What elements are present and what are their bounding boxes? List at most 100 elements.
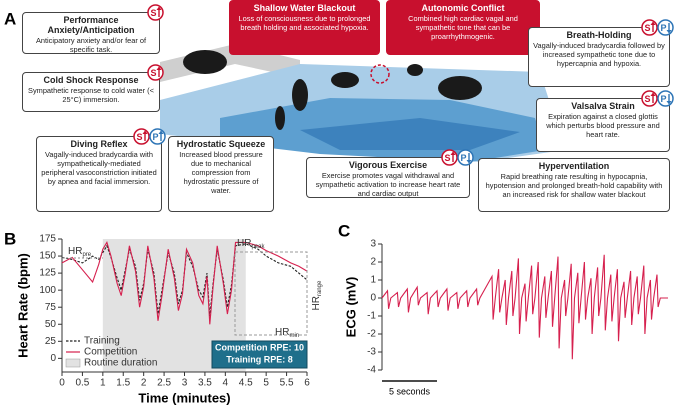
box-title: Valsalva Strain (571, 101, 635, 111)
x-tick-label: 1 (100, 378, 106, 389)
annotation: HRpeak (237, 238, 265, 250)
note-text: Training RPE: 8 (226, 354, 293, 364)
box-text: Vagally-induced bradycardia with sympath… (41, 150, 157, 186)
box-title: Cold Shock Response (43, 75, 139, 85)
x-tick-label: 2.5 (157, 378, 171, 389)
legend-label: Competition (84, 347, 137, 358)
box-title: Diving Reflex (70, 139, 128, 149)
annotation-main: HR (68, 246, 82, 257)
box-text: Rapid breathing rate resulting in hypoca… (485, 172, 663, 199)
badge-arrowhead (156, 6, 162, 10)
box-text: Vagally-induced bradycardia followed by … (533, 41, 665, 68)
y-tick-label: 3 (370, 239, 376, 250)
box-text: Expiration against a closed glottis whic… (546, 112, 660, 139)
y-tick-label: -2 (367, 329, 376, 340)
badge-arrowhead (142, 130, 148, 134)
info-box: Performance Anxiety/Anticipation Anticipa… (22, 4, 164, 54)
panel-label: B (4, 229, 16, 248)
x-tick-label: 3 (182, 378, 188, 389)
badge: P (149, 128, 166, 145)
badge-letter: S (644, 94, 650, 104)
silhouettes (183, 50, 482, 130)
y-tick-label: 0 (50, 353, 56, 364)
box-text: Combined high cardiac vagal and sympathe… (408, 14, 518, 41)
badge-letter: S (136, 132, 142, 142)
badge-arrowhead (650, 92, 656, 96)
panel-label: A (4, 9, 16, 28)
range-box (234, 251, 308, 336)
data-line (61, 241, 308, 325)
annotation-sub: range (317, 280, 323, 296)
annotation-sub: peak (251, 244, 265, 250)
badge-letter: P (660, 23, 666, 33)
info-box: Valsalva Strain Expiration against a clos… (536, 90, 674, 152)
x-tick-label: 5 (263, 378, 269, 389)
note-text: Competition RPE: 10 (215, 342, 304, 352)
badge-letter: P (152, 132, 158, 142)
y-axis-title: ECG (mV) (343, 277, 358, 338)
x-tick-label: 5.5 (280, 378, 294, 389)
badge: S (147, 4, 164, 21)
box-title: Shallow Water Blackout (253, 3, 356, 13)
x-tick-label: 4 (223, 378, 229, 389)
panel-label: C (338, 221, 350, 240)
info-box: Diving Reflex Vagally-induced bradycardia… (36, 128, 166, 212)
x-tick-label: 3.5 (198, 378, 212, 389)
x-tick-label: 0 (59, 378, 65, 389)
note-box (211, 340, 308, 369)
badge: S (641, 19, 658, 36)
annotation: HRrange (311, 280, 323, 310)
badge-arrowhead (466, 160, 472, 164)
data-line (381, 254, 668, 360)
badge-letter: S (150, 8, 156, 18)
box-text: Loss of consciousness due to prolonged b… (238, 14, 371, 32)
annotation: HRpre (68, 246, 92, 258)
badge-arrowhead (156, 66, 162, 70)
annotation: HRmin (275, 327, 299, 339)
y-tick-label: -4 (367, 365, 376, 376)
badge-arrowhead (158, 130, 164, 134)
badge-arrowhead (650, 21, 656, 25)
info-box: Autonomic Conflict Combined high cardiac … (386, 0, 540, 55)
box-title: Vigorous Exercise (348, 160, 428, 170)
badge: P (457, 149, 474, 166)
badge: S (133, 128, 150, 145)
box-title: Breath-Holding (566, 30, 632, 40)
badge-letter: S (644, 23, 650, 33)
alert-icon (370, 64, 390, 84)
badge: S (441, 149, 458, 166)
y-tick-label: -1 (367, 311, 376, 322)
annotation-sub: pre (82, 252, 91, 258)
water-deeper (300, 118, 520, 150)
badge-arrowhead (666, 101, 672, 105)
y-tick-label: 2 (370, 257, 376, 268)
badge-arrowhead (450, 151, 456, 155)
y-tick-label: 100 (39, 285, 56, 296)
x-tick-label: 2 (141, 378, 147, 389)
box-title: Hyperventilation (538, 161, 610, 171)
badge-letter: P (460, 153, 466, 163)
badge: P (657, 19, 674, 36)
y-tick-label: 1 (370, 275, 376, 286)
info-box: Breath-Holding Vagally-induced bradycardi… (528, 19, 674, 87)
x-axis-title: Time (minutes) (138, 390, 230, 405)
box-text: Exercise promotes vagal withdrawal and s… (315, 171, 461, 198)
info-box: Hydrostatic Squeeze Increased blood press… (168, 136, 274, 212)
y-tick-label: 50 (45, 319, 57, 330)
box-text: Anticipatory anxiety and/or fear of spec… (35, 36, 147, 54)
info-box: Cold Shock Response Sympathetic response … (22, 64, 164, 112)
y-tick-label: 0 (370, 293, 376, 304)
x-tick-label: 4.5 (239, 378, 253, 389)
badge: S (147, 64, 164, 81)
box-text: Increased blood pressure due to mechanic… (179, 150, 263, 195)
x-tick-label: 6 (304, 378, 310, 389)
x-tick-label: 1.5 (116, 378, 130, 389)
info-box: Vigorous Exercise Exercise promotes vagal… (306, 149, 474, 198)
data-line (61, 243, 308, 317)
legend-label: Training (84, 336, 120, 347)
x-tick-label: 0.5 (75, 378, 89, 389)
y-tick-label: 175 (39, 234, 56, 245)
box-text: Sympathetic response to cold water (< 25… (28, 86, 154, 104)
box-title: Hydrostatic Squeeze (176, 139, 266, 149)
